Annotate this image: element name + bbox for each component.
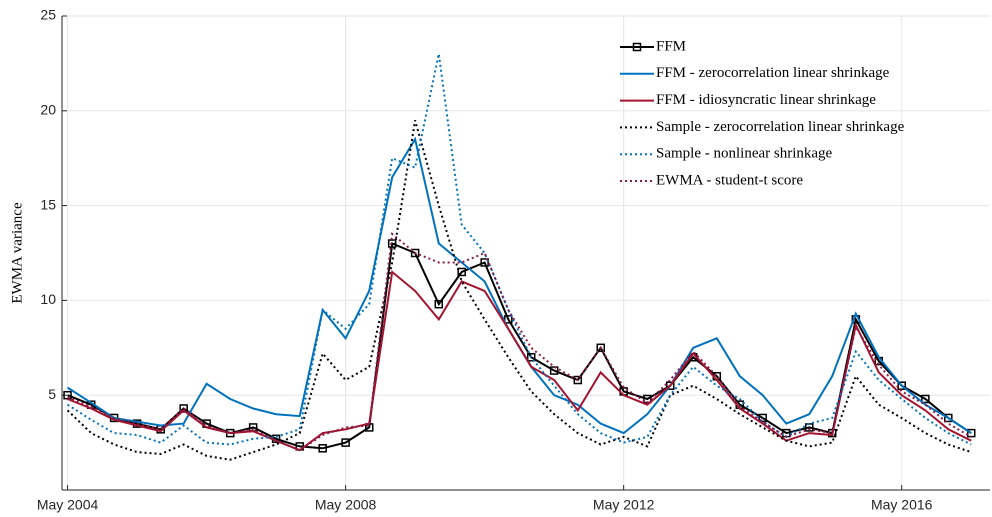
x-tick-label: May 2016 — [871, 497, 933, 513]
point-marker — [758, 413, 767, 423]
series-line — [67, 53, 972, 446]
y-tick-label: 20 — [40, 102, 56, 118]
legend-label: FFM - idiosyncratic linear shrinkage — [656, 92, 876, 108]
point-marker — [944, 413, 953, 423]
legend-label: FFM - zerocorrelation linear shrinkage — [656, 65, 890, 81]
point-marker — [179, 404, 188, 413]
legend-label: Sample - nonlinear shrinkage — [656, 146, 833, 162]
y-tick-label: 5 — [48, 386, 56, 402]
point-marker — [341, 438, 350, 447]
series-line — [66, 120, 972, 461]
point-marker — [457, 267, 466, 277]
point-marker — [596, 343, 605, 353]
x-tick-label: May 2008 — [315, 497, 377, 513]
point-marker — [549, 366, 559, 375]
point-marker — [665, 381, 675, 390]
point-marker — [434, 299, 444, 309]
legend-label: FFM — [656, 38, 686, 54]
point-marker — [504, 315, 513, 324]
point-marker — [897, 381, 906, 390]
legend-label: EWMA - student-t score — [656, 172, 803, 188]
point-marker — [318, 444, 327, 453]
y-tick-label: 25 — [40, 7, 56, 23]
y-axis-label: EWMA variance — [9, 202, 25, 304]
series-line — [67, 232, 972, 452]
point-marker — [63, 390, 72, 400]
legend-marker — [632, 42, 642, 52]
point-marker — [480, 258, 489, 267]
y-tick-label: 15 — [40, 196, 56, 212]
point-marker — [573, 375, 583, 385]
x-tick-label: May 2004 — [37, 497, 99, 513]
series-line — [67, 136, 972, 435]
point-marker — [526, 353, 536, 362]
legend-label: Sample - zerocorrelation linear shrinkag… — [656, 119, 905, 135]
point-marker — [921, 394, 930, 404]
y-tick-label: 10 — [40, 291, 56, 307]
point-marker — [410, 248, 420, 258]
x-tick-label: May 2012 — [593, 497, 655, 513]
